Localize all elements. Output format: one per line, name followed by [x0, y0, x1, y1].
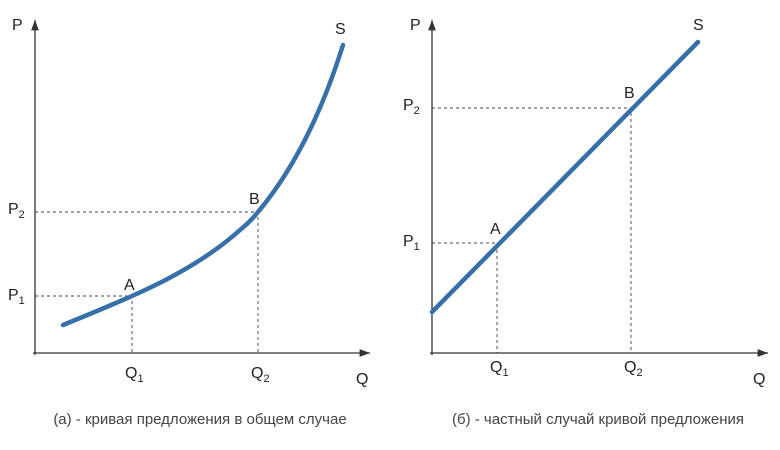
p-label: P2	[8, 201, 25, 221]
p-label: P2	[403, 97, 420, 117]
guide-b	[35, 211, 259, 353]
p-label: P1	[403, 233, 420, 253]
curve-label: S	[335, 21, 346, 38]
curve-label: S	[693, 17, 704, 34]
x-axis-label: Q	[356, 371, 368, 388]
y-axis-label: P	[410, 17, 421, 34]
guide-b	[432, 107, 632, 353]
q-label: Q1	[125, 365, 144, 385]
point-label: A	[490, 221, 501, 238]
q-label: Q1	[490, 359, 509, 379]
q-label: Q2	[251, 365, 270, 385]
point-label: B	[249, 191, 260, 208]
panel-a: P Q S A B P1 P2 Q1 Q2 (а) - кривая предл…	[8, 17, 370, 428]
caption: (а) - кривая предложения в общем случае	[53, 411, 346, 428]
guide-a	[432, 242, 498, 353]
y-axis-label: P	[12, 17, 23, 34]
supply-line	[429, 39, 701, 315]
q-label: Q2	[624, 359, 643, 379]
point-label: B	[624, 85, 635, 102]
point-label: A	[124, 277, 135, 294]
caption: (б) - частный случай кривой предложения	[452, 411, 744, 428]
panel-b: P Q S A B P1 P2 Q1 Q2 (б) - частный случ…	[403, 17, 768, 428]
p-label: P1	[8, 287, 25, 307]
x-axis-label: Q	[753, 371, 765, 388]
supply-curve	[60, 42, 346, 328]
